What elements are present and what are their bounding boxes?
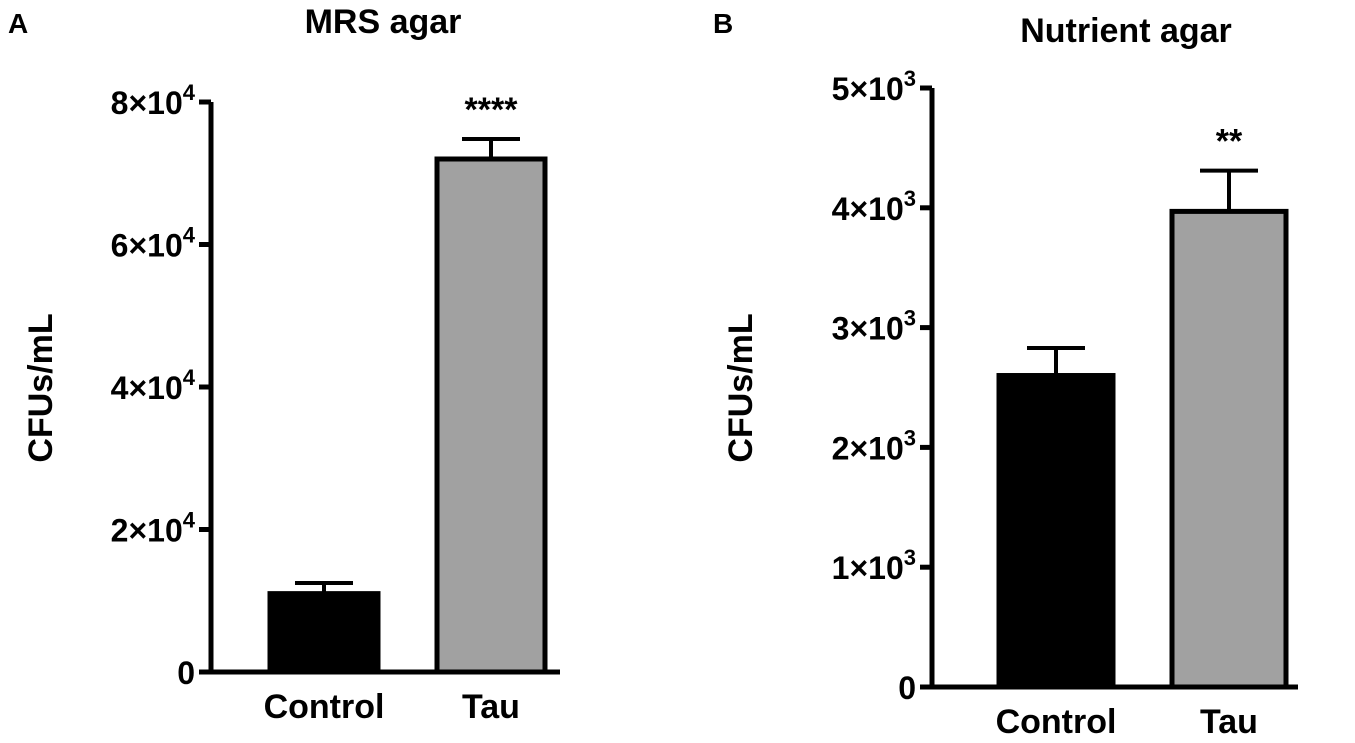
panel-a: A MRS agar CFUs/mL Control **** Tau 0 2×104 4… (8, 3, 560, 726)
panel-a-y-axis-label: CFUs/mL (22, 313, 60, 462)
panel-b-y-axis-label: CFUs/mL (722, 313, 760, 462)
panel-a-category-label-tau: Tau (462, 688, 520, 726)
panel-a-bar-tau (434, 156, 548, 675)
panel-b-y-tick-label: 1×103 (832, 545, 916, 586)
panel-b-y-tick-label: 4×103 (832, 186, 916, 227)
panel-b-y-tick-label: 5×103 (832, 66, 916, 107)
panel-a-y-tick-label: 4×104 (111, 365, 196, 406)
panel-b-title: Nutrient agar (1020, 12, 1232, 50)
panel-a-bar-control (267, 591, 381, 675)
panel-a-y-tick-label: 8×104 (111, 80, 196, 121)
panel-a-y-tick-label: 6×104 (111, 223, 196, 264)
panel-b-significance-tau: ** (1216, 123, 1243, 161)
panel-a-label: A (8, 8, 28, 39)
panel-a-category-label-control: Control (264, 688, 385, 726)
panel-b-y-tick-label: 3×103 (832, 306, 916, 347)
panel-b-category-label-tau: Tau (1200, 703, 1258, 741)
panel-b-category-label-control: Control (996, 703, 1117, 741)
panel-b-label: B (713, 8, 733, 39)
panel-a-y-tick-label: 2×104 (111, 508, 196, 549)
panel-b-y-tick-label: 0 (898, 670, 916, 706)
panel-b-y-tick-label: 2×103 (832, 425, 916, 466)
panel-b-bar-control (996, 373, 1116, 690)
panel-a-significance-tau: **** (465, 91, 519, 129)
panel-a-title: MRS agar (305, 3, 462, 41)
panel-a-y-tick-label: 0 (177, 655, 195, 691)
panel-b: B Nutrient agar CFUs/mL Control ** Tau 0 1×1… (713, 8, 1298, 741)
panel-b-bar-tau (1169, 208, 1289, 690)
